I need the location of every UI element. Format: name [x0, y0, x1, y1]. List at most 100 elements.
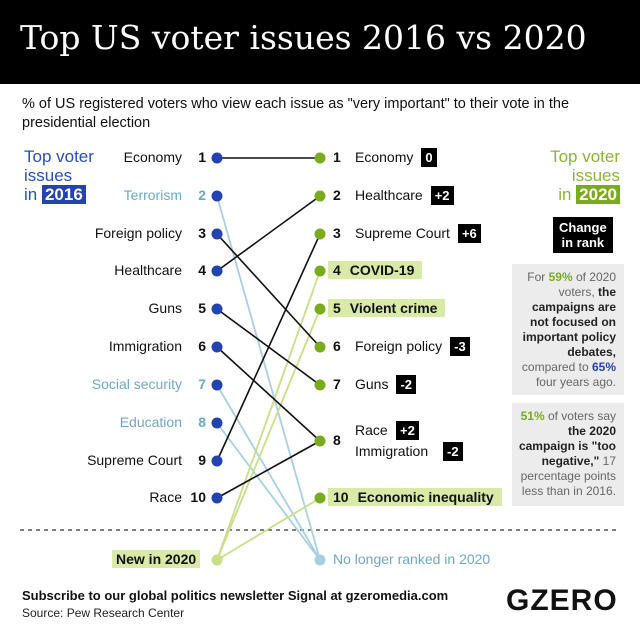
issue-2020-rank: 5 [333, 300, 341, 316]
issue-2020-label: Supreme Court [355, 225, 450, 241]
rank-change-badge: -2 [443, 442, 463, 461]
issue-2016-rank: 6 [198, 338, 206, 354]
issue-2020-label: Race [355, 422, 388, 438]
issue-2020-label: Economic inequality [357, 489, 494, 505]
issue-2016-label: Foreign policy [94, 225, 182, 241]
note1-p2: of 2020 voters, [558, 270, 616, 299]
issue-2020-label: Economy [355, 149, 414, 165]
dot-2020-supreme-court [314, 228, 326, 240]
note2-p2: 17 percentage points less than in 2016. [520, 454, 616, 498]
issue-2020-rank: 6 [333, 338, 341, 354]
issue-2020-rank: 2 [333, 187, 341, 203]
dot-2020-guns [314, 379, 326, 391]
line-terrorism-dropped [216, 195, 321, 561]
dot-2016-education [211, 417, 223, 429]
issue-2020-rank: 7 [333, 376, 341, 392]
change-header-line2: in rank [561, 235, 605, 250]
note1-p4: four years ago. [535, 375, 616, 389]
issue-2016-rank: 10 [190, 489, 206, 505]
dot-2020-violent-crime [314, 303, 326, 315]
left-header: Top voter issues in 2016 [24, 147, 94, 204]
issue-2016-label: Supreme Court [87, 452, 182, 468]
dot-2020-covid [314, 265, 326, 277]
right-header-in: in [558, 185, 572, 204]
issue-2020-rank: 8 [333, 432, 341, 448]
issue-2016-label: Immigration [108, 338, 182, 354]
legend-no-longer-ranked: No longer ranked in 2020 [333, 551, 491, 567]
note1-p3: compared to [521, 360, 592, 374]
issue-2016-label: Economy [123, 149, 182, 165]
dot-2016-foreign-policy [211, 228, 223, 240]
issue-2016-rank: 7 [198, 376, 206, 392]
dot-2016-healthcare [211, 265, 223, 277]
note1-v1: 59% [548, 270, 573, 284]
side-note-campaigns: For 59% of 2020 voters, the campaigns ar… [512, 264, 624, 395]
line-immigration [216, 346, 321, 442]
issue-2020-new-highlight: 4 COVID-19 [328, 261, 423, 279]
line-education-dropped [216, 422, 321, 561]
footer-subscribe: Subscribe to our global politics newslet… [22, 588, 449, 603]
left-header-in: in [24, 185, 38, 204]
issue-2016-label: Education [119, 414, 182, 430]
issue-2020-new-highlight: 5 Violent crime [328, 299, 446, 317]
dot-2016-social-security [211, 379, 223, 391]
issue-2016-label: Race [149, 489, 182, 505]
issue-2020-rank: 3 [333, 225, 341, 241]
right-header-line2: issues [571, 166, 620, 185]
subtitle: % of US registered voters who view each … [22, 96, 570, 131]
rank-change-badge: 0 [421, 148, 437, 167]
line-violent-crime-new [216, 308, 321, 561]
change-header-line1: Change [559, 220, 607, 235]
dot-2020-economy [314, 152, 326, 164]
right-header-year: 2020 [576, 185, 620, 204]
issue-2016-rank: 1 [198, 149, 206, 165]
issue-2020-label: Violent crime [349, 300, 438, 316]
issue-2016-rank: 8 [198, 414, 206, 430]
line-healthcare [216, 195, 321, 272]
rank-change-badge: +2 [430, 186, 454, 205]
rank-change-badge: +6 [457, 224, 481, 243]
note2-p1: of voters say [544, 409, 616, 423]
dot-2016-economy [211, 152, 223, 164]
line-inequality-new [216, 497, 321, 561]
note2-v1: 51% [520, 409, 545, 423]
rank-change-badge: +2 [396, 421, 419, 440]
note2-b1: the 2020 campaign is "too negative," [518, 424, 616, 468]
issue-2016-rank: 2 [198, 187, 206, 203]
left-header-line1: Top voter [24, 147, 94, 166]
line-supreme-court [216, 233, 321, 462]
line-covid-new [216, 270, 321, 561]
dot-2016-guns [211, 303, 223, 315]
legend-new-in-2020: New in 2020 [112, 550, 201, 568]
left-header-line2: issues [24, 166, 73, 185]
dot-2020-inequality [314, 492, 326, 504]
issue-2020-label: COVID-19 [349, 262, 415, 278]
issue-2020-rank: 1 [333, 149, 341, 165]
issue-2016-rank: 3 [198, 225, 206, 241]
issue-2016-rank: 4 [198, 262, 206, 278]
dot-2016-race [211, 492, 223, 504]
issue-2016-label: Healthcare [114, 262, 182, 278]
issue-2020-label: Immigration [355, 443, 429, 459]
issue-2020-label: Foreign policy [355, 338, 443, 354]
line-social-security-dropped [216, 384, 321, 561]
issue-2020-rank: 10 [333, 489, 349, 505]
right-header-line1: Top voter [550, 147, 620, 166]
issue-2016-label: Guns [148, 300, 182, 316]
issue-2020-rank: 4 [333, 262, 341, 278]
dot-2020-race-immigration [314, 435, 326, 447]
left-header-year: 2016 [41, 185, 86, 204]
issue-2016-rank: 9 [198, 452, 206, 468]
footer-source: Source: Pew Research Center [22, 606, 185, 620]
line-race [216, 440, 321, 499]
issue-2016-label: Terrorism [123, 187, 182, 203]
issue-2016-label: Social security [91, 376, 182, 392]
dot-2016-immigration [211, 341, 223, 353]
dot-no-longer-ranked [314, 554, 326, 566]
issue-2020-label: Guns [355, 376, 389, 392]
dot-2020-foreign-policy [314, 341, 326, 353]
line-foreign-policy [216, 233, 321, 348]
dot-2016-terrorism [211, 190, 223, 202]
dot-2020-healthcare [314, 190, 326, 202]
gzero-logo: GZERO [506, 584, 618, 617]
